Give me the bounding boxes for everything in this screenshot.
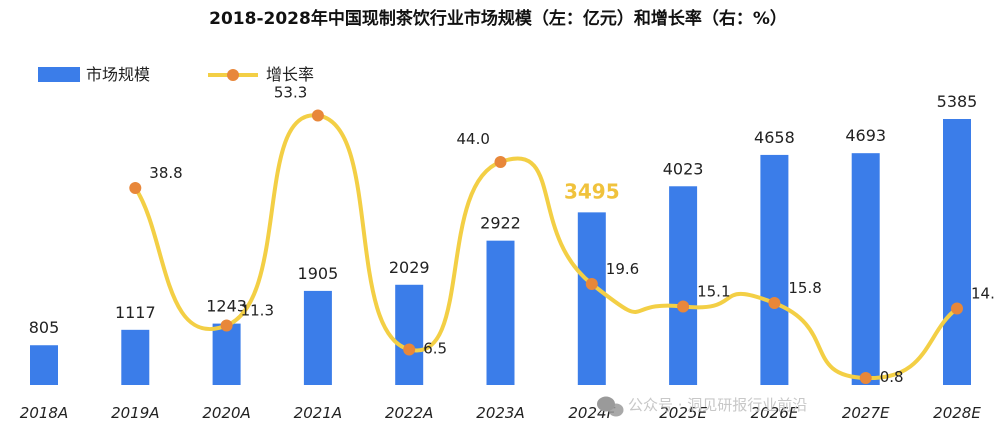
bar-value-label: 4658 (754, 128, 795, 147)
rate-value-label: 11.3 (241, 302, 274, 320)
bar (212, 323, 241, 385)
rate-marker (859, 372, 872, 384)
bar (760, 154, 789, 385)
wechat-icon (597, 396, 624, 417)
rate-marker (585, 278, 598, 290)
x-tick-label: 2025E (659, 404, 707, 422)
watermark-text: 公众号 · 洞见研报行业前沿 (628, 396, 807, 414)
rate-value-label: 44.0 (457, 130, 490, 148)
bar (577, 212, 606, 385)
legend-bar-label: 市场规模 (86, 65, 150, 84)
rate-marker (768, 297, 781, 309)
rate-value-label: 15.1 (697, 283, 730, 301)
x-tick-label: 2023A (476, 404, 524, 422)
bar (395, 284, 424, 385)
rate-value-label: 0.8 (880, 368, 904, 386)
bar (851, 153, 880, 385)
x-tick-label: 2022A (385, 404, 433, 422)
rate-value-label: 19.6 (606, 260, 639, 278)
bar-value-label: 1243 (206, 297, 247, 316)
rate-marker (951, 302, 963, 315)
rate-marker (129, 182, 142, 194)
bar (303, 290, 332, 385)
bar (30, 345, 58, 385)
bar-value-label: 3495 (564, 179, 620, 203)
bar-value-label: 1117 (115, 303, 156, 322)
bar-value-label: 1905 (298, 264, 339, 283)
rate-marker (494, 156, 507, 168)
x-tick-label: 2026E (751, 404, 799, 422)
watermark: 公众号 · 洞见研报行业前沿 (597, 396, 807, 417)
rate-value-label: 14.7 (971, 285, 996, 303)
rate-value-label: 15.8 (788, 279, 821, 297)
growth-rate-labels: 38.8 11.3 53.3 6.5 44.0 19.6 15.1 15.8 0.8 14.7 (149, 84, 996, 387)
x-tick-label: 2020A (202, 404, 250, 422)
x-tick-label: 2028E (933, 404, 981, 422)
bar-value-label: 805 (29, 318, 60, 337)
x-tick-label: 2019A (111, 404, 159, 422)
growth-rate-markers (129, 109, 963, 384)
bar (121, 329, 150, 385)
bar-value-labels: 805 1117 1243 1905 2029 2922 3495 4023 4658 4693 5… (29, 92, 978, 337)
legend-line-marker (227, 69, 239, 81)
rate-value-label: 6.5 (423, 340, 447, 358)
bar-series (30, 119, 971, 385)
rate-value-label: 38.8 (149, 164, 182, 182)
rate-marker (403, 343, 416, 356)
rate-marker (311, 109, 324, 122)
legend-bar-swatch (38, 67, 80, 82)
legend: 市场规模 增长率 (38, 65, 314, 84)
bar (669, 186, 698, 385)
rate-marker (677, 300, 690, 313)
bar-value-label: 4023 (663, 159, 704, 178)
x-tick-label: 2018A (20, 404, 68, 422)
growth-rate-line (133, 113, 959, 381)
bar-value-label: 2922 (480, 214, 521, 233)
bar-value-label: 2029 (389, 258, 430, 277)
bar-value-label: 4693 (845, 126, 886, 145)
rate-value-label: 53.3 (274, 84, 307, 102)
x-tick-label: 2027E (842, 404, 890, 422)
chart-title: 2018-2028年中国现制茶饮行业市场规模（左：亿元）和增长率（右：%） (209, 8, 787, 29)
rate-marker (220, 319, 233, 332)
bar (943, 119, 971, 385)
bar (486, 240, 515, 385)
x-tick-label: 2021A (294, 404, 342, 422)
legend-line-label: 增长率 (266, 65, 314, 84)
x-axis-ticks: 2018A 2019A 2020A 2021A 2022A 2023A 2024F 2025E… (20, 404, 982, 422)
bar-value-label: 5385 (937, 92, 978, 111)
